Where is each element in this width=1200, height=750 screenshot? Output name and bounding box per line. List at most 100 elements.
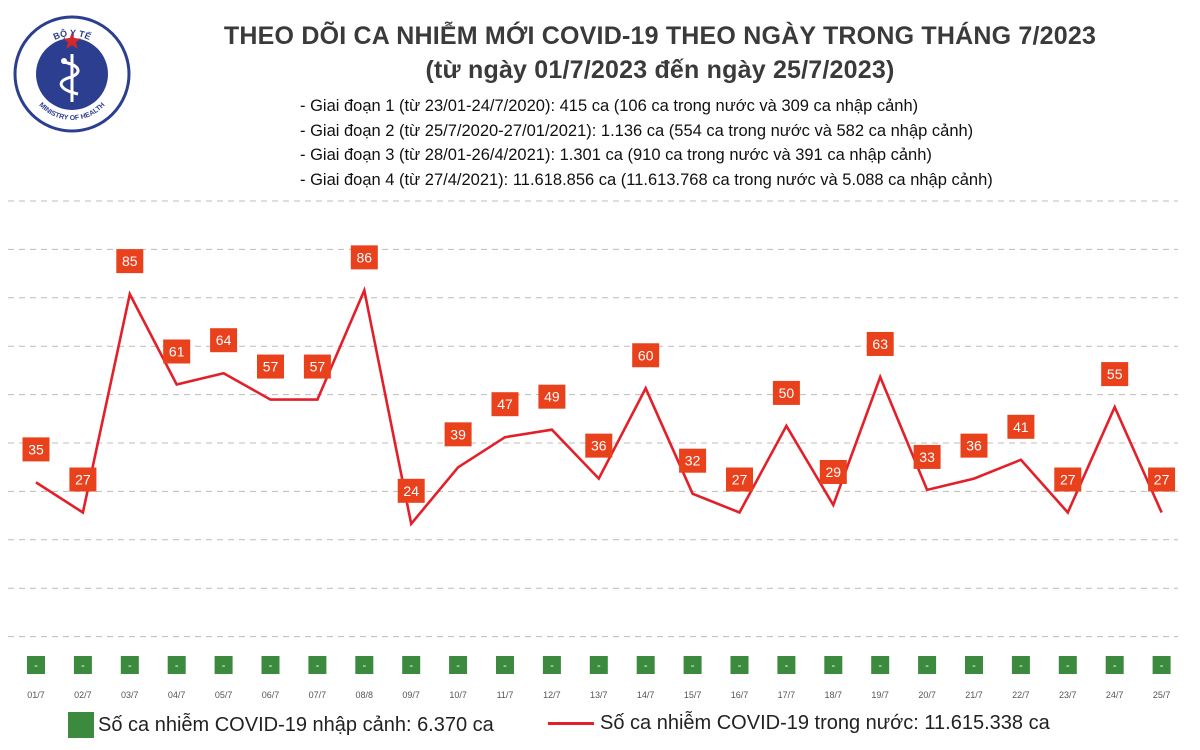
data-label: 39 <box>450 426 466 442</box>
imported-bar-label: - <box>409 660 413 672</box>
x-tick-label: 03/7 <box>121 690 139 700</box>
data-label-box <box>163 339 191 364</box>
imported-bar <box>1058 656 1077 674</box>
x-tick-label: 19/7 <box>871 690 889 700</box>
data-label: 55 <box>1107 366 1123 382</box>
data-label-box <box>491 392 519 417</box>
data-label-box <box>210 328 238 353</box>
chart-title: THEO DÕI CA NHIỄM MỚI COVID-19 THEO NGÀY… <box>223 22 1097 50</box>
data-label: 64 <box>216 332 232 348</box>
data-label-box <box>866 331 894 356</box>
data-label-box <box>585 433 613 458</box>
x-tick-label: 25/7 <box>1153 690 1171 700</box>
data-label: 36 <box>591 438 607 454</box>
data-label: 32 <box>685 453 701 469</box>
imported-bar <box>589 656 608 674</box>
data-label: 49 <box>544 389 560 405</box>
imported-bar-label: - <box>1019 660 1023 672</box>
x-tick-label: 05/7 <box>215 690 233 700</box>
x-tick-label: 02/7 <box>74 690 92 700</box>
data-label: 27 <box>75 472 91 488</box>
imported-bar-label: - <box>81 660 85 672</box>
phase-note-4: - Giai đoạn 4 (từ 27/4/2021): 11.618.856… <box>300 170 993 189</box>
imported-bar <box>120 656 139 674</box>
x-tick-label: 08/8 <box>356 690 374 700</box>
data-label-box <box>538 384 566 409</box>
imported-bar <box>636 656 655 674</box>
imported-bar-label: - <box>316 660 320 672</box>
x-tick-label: 12/7 <box>543 690 561 700</box>
imported-bar <box>683 656 702 674</box>
x-tick-label: 15/7 <box>684 690 702 700</box>
data-label-box <box>1148 467 1176 492</box>
x-tick-label: 17/7 <box>778 690 796 700</box>
imported-bar <box>27 656 45 674</box>
data-label-box <box>1007 414 1035 439</box>
data-label: 35 <box>28 441 44 457</box>
x-tick-label: 20/7 <box>918 690 936 700</box>
svg-text:BỘ Y TẾ: BỘ Y TẾ <box>52 27 93 42</box>
imported-bar <box>214 656 233 674</box>
x-tick-label: 10/7 <box>449 690 467 700</box>
imported-bar <box>777 656 796 674</box>
x-tick-label: 23/7 <box>1059 690 1077 700</box>
phase-notes: - Giai đoạn 1 (từ 23/01-24/7/2020): 415 … <box>300 94 993 192</box>
imported-bar <box>496 656 514 674</box>
data-label-box <box>632 343 660 368</box>
imported-bar <box>824 656 843 674</box>
imported-bar <box>918 656 937 674</box>
data-label: 36 <box>966 438 982 454</box>
imported-bar-label: - <box>831 660 835 672</box>
imported-bar-label: - <box>362 660 366 672</box>
data-label-box <box>116 249 144 274</box>
data-label-box <box>772 380 800 405</box>
imported-bar-label: - <box>1066 660 1070 672</box>
imported-bar-label: - <box>1113 660 1117 672</box>
imported-bar <box>542 656 561 674</box>
imported-bar <box>730 656 749 674</box>
data-label-box <box>350 245 378 270</box>
imported-bar <box>308 656 327 674</box>
logo-top-text: BỘ Y TẾ <box>52 27 93 42</box>
imported-bar-label: - <box>456 660 460 672</box>
data-label: 57 <box>310 359 326 375</box>
x-tick-label: 22/7 <box>1012 690 1030 700</box>
x-tick-label: 21/7 <box>965 690 983 700</box>
data-label-box <box>303 354 331 379</box>
data-label-box <box>397 478 425 503</box>
data-label: 41 <box>1013 419 1029 435</box>
imported-bar-label: - <box>972 660 976 672</box>
legend-imported-swatch <box>68 712 94 738</box>
imported-bar <box>871 656 890 674</box>
data-label: 63 <box>872 336 888 352</box>
data-label-box <box>679 448 707 473</box>
x-tick-label: 16/7 <box>731 690 749 700</box>
legend-imported: Số ca nhiễm COVID-19 nhập cảnh: 6.370 ca <box>68 712 494 738</box>
imported-bar-label: - <box>644 660 648 672</box>
imported-bar-label: - <box>550 660 554 672</box>
imported-bar <box>1011 656 1030 674</box>
data-label-box <box>960 433 988 458</box>
phase-note-3: - Giai đoạn 3 (từ 28/01-26/4/2021): 1.30… <box>300 146 932 165</box>
data-label-box <box>726 467 753 492</box>
imported-bar-label: - <box>269 660 273 672</box>
imported-bar-label: - <box>785 660 789 672</box>
imported-bar <box>1105 656 1124 674</box>
data-label: 33 <box>919 449 935 465</box>
x-tick-label: 14/7 <box>637 690 655 700</box>
x-tick-label: 04/7 <box>168 690 186 700</box>
imported-bar-label: - <box>175 660 179 672</box>
imported-bar <box>167 656 186 674</box>
data-label: 27 <box>1154 472 1170 488</box>
imported-bar <box>73 656 92 674</box>
imported-bar-label: - <box>222 660 226 672</box>
imported-bar-label: - <box>34 660 38 672</box>
data-label-box <box>22 437 50 462</box>
imported-bar-label: - <box>925 660 929 672</box>
domestic-series-line <box>35 286 1163 527</box>
data-label-box <box>69 467 97 492</box>
data-label: 60 <box>638 347 654 363</box>
imported-bar-label: - <box>1160 660 1164 672</box>
x-tick-label: 13/7 <box>590 690 608 700</box>
data-label: 61 <box>169 343 185 359</box>
